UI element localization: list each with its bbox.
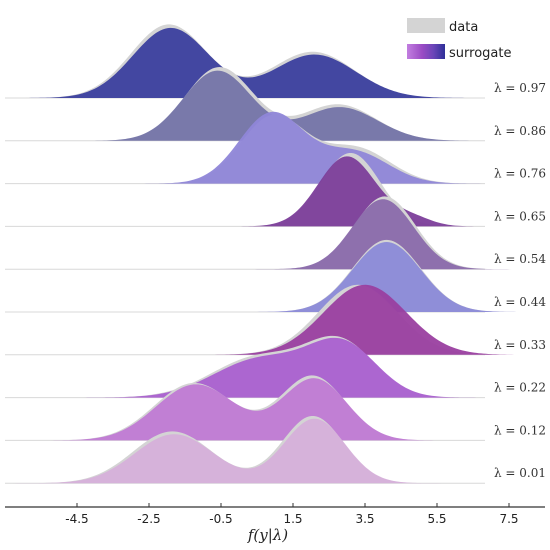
ridge-label: λ = 0.44 — [494, 295, 546, 309]
x-tick-label: 1.5 — [283, 512, 302, 526]
ridge-label: λ = 0.01 — [494, 466, 546, 480]
ridge-surrogate-area — [12, 418, 531, 484]
ridge-data-area — [12, 196, 531, 270]
ridge-7 — [5, 335, 531, 399]
row-labels-group: λ = 0.97 λ = 0.86 λ = 0.76 λ = 0.65 λ = 0.54… — [494, 81, 546, 480]
x-tick-label: 5.5 — [427, 512, 446, 526]
ridge-data-area — [12, 239, 531, 312]
ridge-label: λ = 0.65 — [494, 209, 546, 223]
ridge-label: λ = 0.54 — [494, 252, 546, 266]
x-axis: -4.5 -2.5 -0.5 1.5 3.5 5.5 7.5 — [5, 503, 545, 526]
ridge-8 — [5, 375, 531, 441]
ridge-surrogate-area — [12, 27, 531, 98]
ridge-4 — [5, 196, 531, 270]
ridge-label: λ = 0.22 — [494, 381, 546, 395]
ridge-data-area — [12, 284, 531, 355]
ridge-surrogate-area — [12, 378, 531, 441]
x-tick-label: 7.5 — [499, 512, 518, 526]
x-axis-label: f(y|λ) — [247, 526, 288, 544]
legend-surrogate-swatch — [407, 44, 445, 59]
ridge-surrogate-area — [12, 242, 531, 312]
ridge-label: λ = 0.12 — [494, 423, 546, 437]
ridge-label: λ = 0.76 — [494, 167, 546, 181]
ridge-surrogate-area — [12, 284, 531, 355]
ridge-surrogate-area — [12, 337, 531, 398]
ridge-6 — [5, 284, 531, 356]
ridge-label: λ = 0.86 — [494, 124, 546, 138]
legend-surrogate-label: surrogate — [449, 46, 511, 61]
x-tick-label: -2.5 — [137, 512, 160, 526]
ridge-surrogate-area — [12, 111, 531, 184]
ridges-group — [5, 24, 531, 484]
ridge-2 — [5, 111, 531, 185]
ridge-label: λ = 0.97 — [494, 81, 546, 95]
ridge-5 — [5, 239, 531, 313]
x-tick-label: 3.5 — [355, 512, 374, 526]
x-tick-label: -4.5 — [65, 512, 88, 526]
legend-data-label: data — [449, 20, 478, 35]
x-tick-label: -0.5 — [209, 512, 232, 526]
ridge-label: λ = 0.33 — [494, 338, 546, 352]
ridge-9 — [5, 415, 531, 484]
legend: data surrogate — [407, 18, 511, 61]
legend-data-swatch — [407, 18, 445, 33]
ridge-0 — [5, 24, 531, 99]
ridge-surrogate-area — [12, 199, 531, 270]
